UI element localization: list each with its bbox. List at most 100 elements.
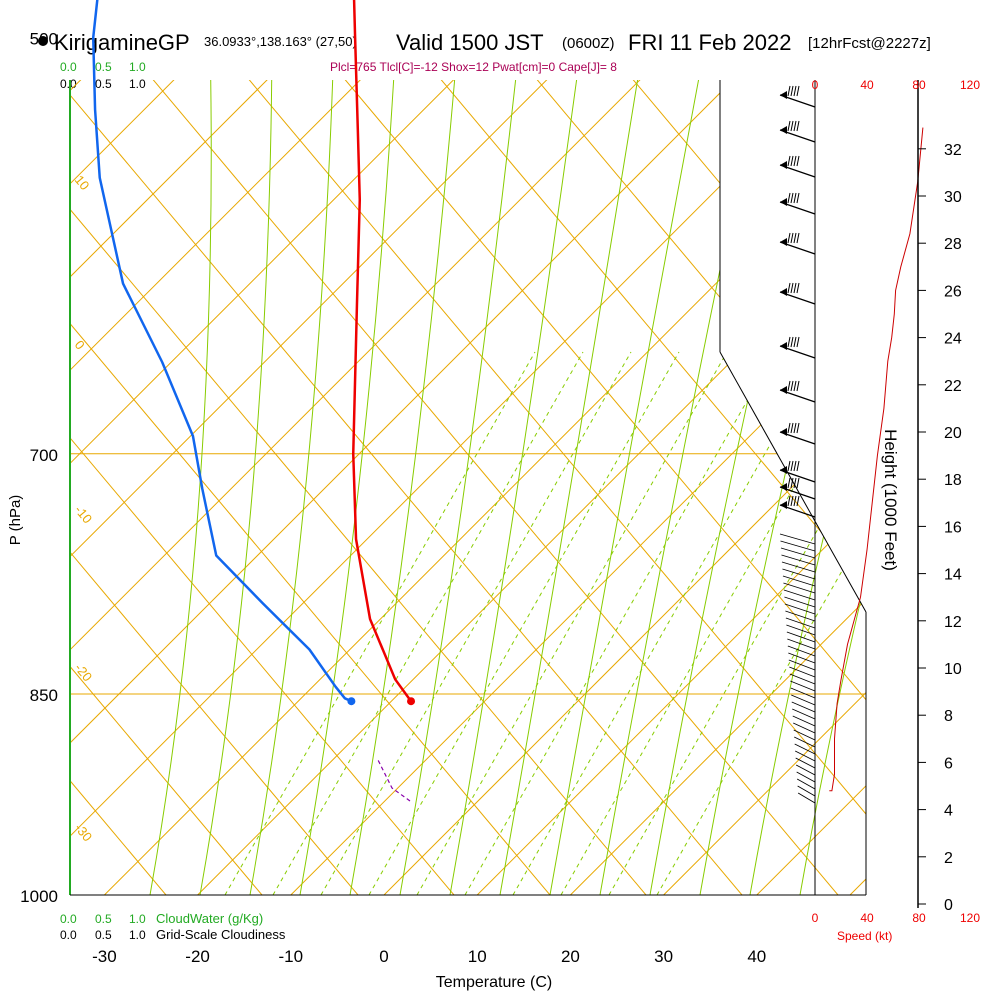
wind-barb-low	[781, 554, 816, 566]
speed-tick-label-top: 40	[860, 78, 874, 92]
mixing-ratio-label: 5	[419, 901, 435, 916]
wind-barb-feather	[787, 477, 791, 489]
mixing-ratio-line	[272, 351, 584, 895]
temperature-axis-label: Temperature (C)	[436, 974, 552, 991]
isotherm-line	[476, 80, 866, 895]
isotherm-line	[70, 80, 401, 895]
wind-barb-feather	[790, 380, 794, 392]
wind-barb	[779, 460, 816, 483]
wind-barb-low	[783, 582, 816, 594]
wind-barb-low	[788, 652, 816, 664]
isotherm-line	[70, 80, 121, 895]
wind-barb-low	[785, 617, 816, 629]
wind-barb	[779, 85, 816, 108]
isotherm-label: -10	[72, 502, 96, 526]
wind-barb-flag	[780, 342, 787, 350]
wind-barb-feather	[796, 380, 800, 392]
wind-barb-low	[782, 575, 816, 587]
wind-barb-flag	[780, 288, 787, 296]
cloudwater-scale-bottom-1: 0.5	[95, 912, 112, 926]
wind-barb-low	[780, 540, 816, 552]
speed-trace-line	[829, 127, 924, 792]
temperature-tick-label: -20	[185, 947, 210, 966]
speed-tick-label-top: 120	[960, 78, 980, 92]
height-tick-label: 0	[944, 897, 953, 914]
pressure-tick-label: 850	[30, 686, 58, 705]
wind-barb-feather	[793, 477, 797, 489]
wind-barb-feather	[793, 232, 797, 244]
cloudwater-scale-bottom-2: 1.0	[129, 912, 146, 926]
dry-adiabat-line	[70, 80, 551, 895]
wind-barb-feather	[796, 85, 800, 97]
wind-barb	[779, 495, 816, 518]
surface-dewpoint-point	[347, 697, 356, 706]
height-tick-label: 18	[944, 472, 962, 489]
cloudwater-scale-top-1: 0.5	[95, 60, 112, 74]
wind-barb	[779, 380, 816, 403]
height-axis-label: Height (1000 Feet)	[881, 429, 900, 571]
height-tick-label: 32	[944, 142, 962, 159]
moist-adiabat-line	[249, 80, 335, 895]
wind-barb-feather	[793, 495, 797, 507]
cloudiness-scale-bottom-0: 0.0	[60, 928, 77, 942]
wind-barb-feather	[787, 380, 791, 392]
wind-barb-feather	[793, 460, 797, 472]
moist-adiabat-line	[349, 80, 459, 895]
moist-adiabat-line	[649, 80, 831, 895]
wind-barb	[779, 155, 816, 178]
wind-barb-low	[782, 568, 816, 580]
mixing-ratio-label: 2	[305, 901, 321, 916]
chart-title: KirigamineGP 36.0933°,138.163° (27,50) V…	[38, 30, 931, 55]
wind-barb-feather	[790, 85, 794, 97]
wind-barb-low	[784, 596, 816, 608]
wind-barb-feather	[793, 155, 797, 167]
wind-barb-low	[791, 701, 816, 713]
dry-adiabat-line	[70, 80, 455, 895]
dry-adiabat-label: 10	[737, 367, 765, 395]
wind-barb-feather	[793, 120, 797, 132]
wind-barb-feather	[790, 282, 794, 294]
wind-barbs	[779, 85, 816, 804]
sounding-profiles	[91, 0, 416, 802]
parcel-path	[377, 759, 411, 802]
wind-barb-feather	[790, 422, 794, 434]
mixing-ratio-line	[512, 351, 824, 895]
wind-barb-low	[787, 638, 816, 650]
moist-adiabat-line	[799, 80, 866, 895]
temperature-tick-label: 40	[747, 947, 766, 966]
height-tick-label: 24	[944, 331, 962, 348]
height-tick-label: 4	[944, 803, 953, 820]
station-coords: 36.0933°,138.163° (27,50)	[204, 34, 357, 49]
mixing-ratio-label: 8	[483, 901, 499, 916]
cloudwater-scale-top-0: 0.0	[60, 60, 77, 74]
isotherm-line	[70, 80, 587, 895]
height-tick-label: 10	[944, 661, 962, 678]
dewpoint-line	[91, 0, 352, 703]
dry-adiabat-label: 30	[831, 535, 859, 563]
wind-barb-feather	[787, 232, 791, 244]
stability-indices: Plcl=765 Tlcl[C]=-12 Shox=12 Pwat[cm]=0 …	[330, 60, 617, 74]
dry-adiabat-line	[119, 80, 839, 895]
wind-barb-feather	[790, 192, 794, 204]
temperature-tick-label: -10	[279, 947, 304, 966]
wind-barb-low	[796, 778, 816, 790]
wind-barb-feather	[796, 155, 800, 167]
moist-adiabat-line	[199, 80, 273, 895]
pressure-tick-label: 700	[30, 446, 58, 465]
moist-adiabat-line	[149, 80, 212, 895]
mixing-ratio-label: 12	[541, 895, 562, 916]
temperature-tick-label: -30	[92, 947, 117, 966]
dry-adiabat-line	[407, 80, 866, 895]
isotherm-line	[197, 80, 866, 895]
mixing-ratio-line	[656, 351, 866, 895]
mixing-ratio-line	[224, 351, 536, 895]
dry-adiabat-line	[70, 80, 647, 895]
isotherm-line	[290, 80, 866, 895]
height-tick-label: 30	[944, 189, 962, 206]
wind-barb-low	[779, 533, 816, 545]
speed-tick-label-bottom: 0	[812, 911, 819, 925]
wind-barb-low	[786, 631, 816, 643]
wind-barb	[779, 120, 816, 143]
wind-barb-flag	[780, 198, 787, 206]
wind-barb-low	[790, 687, 816, 699]
